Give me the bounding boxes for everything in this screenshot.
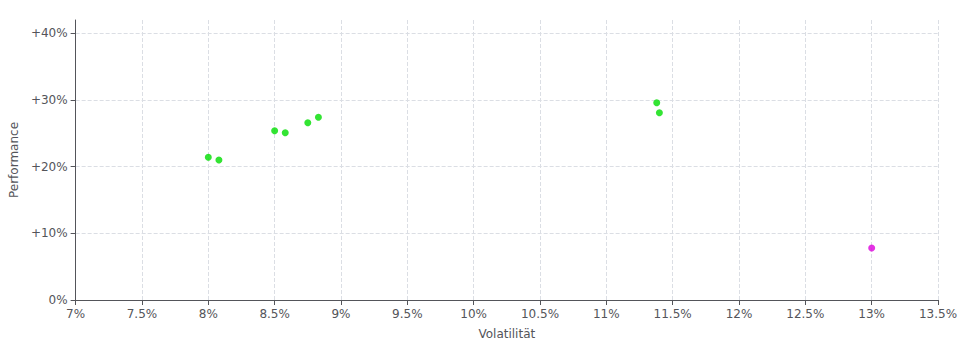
svg-text:Performance: Performance	[7, 122, 21, 198]
svg-text:10%: 10%	[460, 307, 487, 321]
svg-text:7%: 7%	[66, 307, 85, 321]
svg-text:11.5%: 11.5%	[654, 307, 692, 321]
svg-text:7.5%: 7.5%	[127, 307, 158, 321]
svg-text:9%: 9%	[331, 307, 350, 321]
svg-text:13.5%: 13.5%	[919, 307, 957, 321]
svg-text:+20%: +20%	[31, 160, 68, 174]
svg-text:9.5%: 9.5%	[392, 307, 423, 321]
svg-text:11%: 11%	[593, 307, 620, 321]
svg-text:+40%: +40%	[31, 26, 68, 40]
svg-text:12.5%: 12.5%	[786, 307, 824, 321]
svg-text:13%: 13%	[858, 307, 885, 321]
svg-text:Volatilität: Volatilität	[478, 327, 535, 341]
svg-text:12%: 12%	[726, 307, 753, 321]
svg-text:0%: 0%	[49, 293, 68, 307]
svg-text:10.5%: 10.5%	[521, 307, 559, 321]
svg-text:8.5%: 8.5%	[259, 307, 290, 321]
svg-text:8%: 8%	[199, 307, 218, 321]
svg-text:+30%: +30%	[31, 93, 68, 107]
svg-text:+10%: +10%	[31, 226, 68, 240]
